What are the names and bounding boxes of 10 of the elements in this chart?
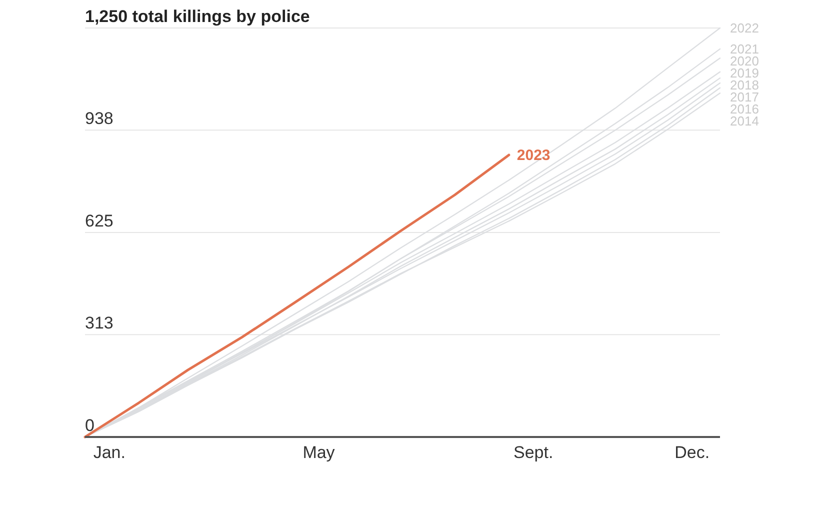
y-tick-label: 938 (85, 109, 114, 128)
y-tick-label: 313 (85, 314, 114, 333)
x-tick-label: Sept. (513, 443, 554, 462)
x-tick-label: May (302, 443, 336, 462)
y-tick-label: 1,250 total killings by police (85, 7, 310, 26)
x-tick-label: Dec. (674, 443, 710, 462)
x-tick-label: Jan. (93, 443, 126, 462)
series-label: 2023 (516, 147, 550, 164)
y-tick-label: 625 (85, 212, 114, 230)
y-tick-label: 0 (85, 416, 94, 435)
